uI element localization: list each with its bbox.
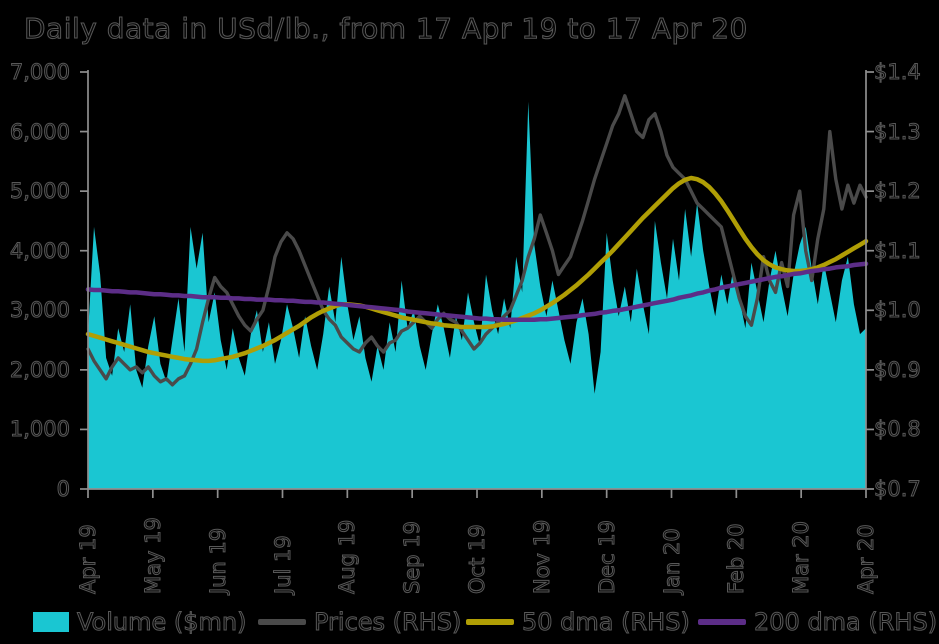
legend-item-prices: Prices (RHS) bbox=[258, 608, 462, 637]
x-tick-label: Oct 19 bbox=[465, 524, 490, 595]
legend-label-50dma: 50 dma (RHS) bbox=[522, 608, 691, 637]
left-tick-label: 4,000 bbox=[9, 238, 70, 263]
right-tick-label: $0.7 bbox=[874, 477, 922, 501]
x-tick-label: Jan 20 bbox=[659, 528, 684, 595]
x-tick-label: Apr 20 bbox=[854, 524, 879, 595]
volume-swatch bbox=[33, 612, 69, 632]
left-tick-label: 5,000 bbox=[9, 179, 70, 204]
right-tick-label: $1.0 bbox=[874, 298, 922, 323]
right-tick-label: $1.4 bbox=[874, 60, 922, 84]
right-tick-label: $0.9 bbox=[874, 357, 922, 382]
right-tick-label: $1.3 bbox=[874, 119, 922, 144]
legend-item-volume: Volume ($mn) bbox=[33, 608, 247, 637]
chart-title: Daily data in USd/lb., from 17 Apr 19 to… bbox=[24, 12, 748, 46]
x-tick-label: Apr 19 bbox=[76, 524, 101, 595]
legend-label-prices: Prices (RHS) bbox=[313, 608, 462, 637]
right-tick-label: $0.8 bbox=[874, 417, 922, 442]
left-tick-label: 3,000 bbox=[9, 298, 70, 323]
x-tick-label: Jul 19 bbox=[270, 535, 295, 595]
left-tick-label: 1,000 bbox=[9, 417, 70, 442]
x-tick-label: Aug 19 bbox=[335, 519, 360, 594]
x-tick-label: Sep 19 bbox=[400, 521, 425, 595]
chart-axes-layer bbox=[80, 70, 874, 498]
left-tick-label: 7,000 bbox=[9, 60, 70, 84]
prices-swatch bbox=[258, 619, 306, 625]
right-tick-label: $1.2 bbox=[874, 179, 922, 204]
left-tick-label: 2,000 bbox=[9, 357, 70, 382]
dma50-line-series bbox=[85, 175, 869, 364]
x-tick-label: May 19 bbox=[140, 517, 165, 595]
x-tick-label: Mar 20 bbox=[789, 520, 814, 594]
volume-area-series bbox=[88, 101, 866, 490]
left-tick-label: 0 bbox=[56, 477, 70, 501]
legend-label-200dma: 200 dma (RHS) bbox=[753, 608, 938, 637]
left-tick-label: 6,000 bbox=[9, 119, 70, 144]
legend-item-200dma: 200 dma (RHS) bbox=[698, 608, 938, 637]
right-tick-label: $1.1 bbox=[874, 238, 922, 263]
dma200-line-series bbox=[85, 261, 869, 323]
dma200-swatch bbox=[698, 619, 746, 625]
dma50-swatch bbox=[466, 619, 514, 625]
chart-legend: Volume ($mn) Prices (RHS) 50 dma (RHS) 2… bbox=[0, 608, 939, 638]
x-tick-label: Nov 19 bbox=[529, 519, 554, 594]
x-tick-label: Dec 19 bbox=[594, 519, 619, 594]
chart-series-layer bbox=[85, 94, 869, 490]
legend-item-50dma: 50 dma (RHS) bbox=[466, 608, 691, 637]
legend-label-volume: Volume ($mn) bbox=[76, 608, 247, 637]
x-tick-label: Jun 19 bbox=[205, 527, 230, 594]
x-tick-label: Feb 20 bbox=[724, 523, 749, 595]
